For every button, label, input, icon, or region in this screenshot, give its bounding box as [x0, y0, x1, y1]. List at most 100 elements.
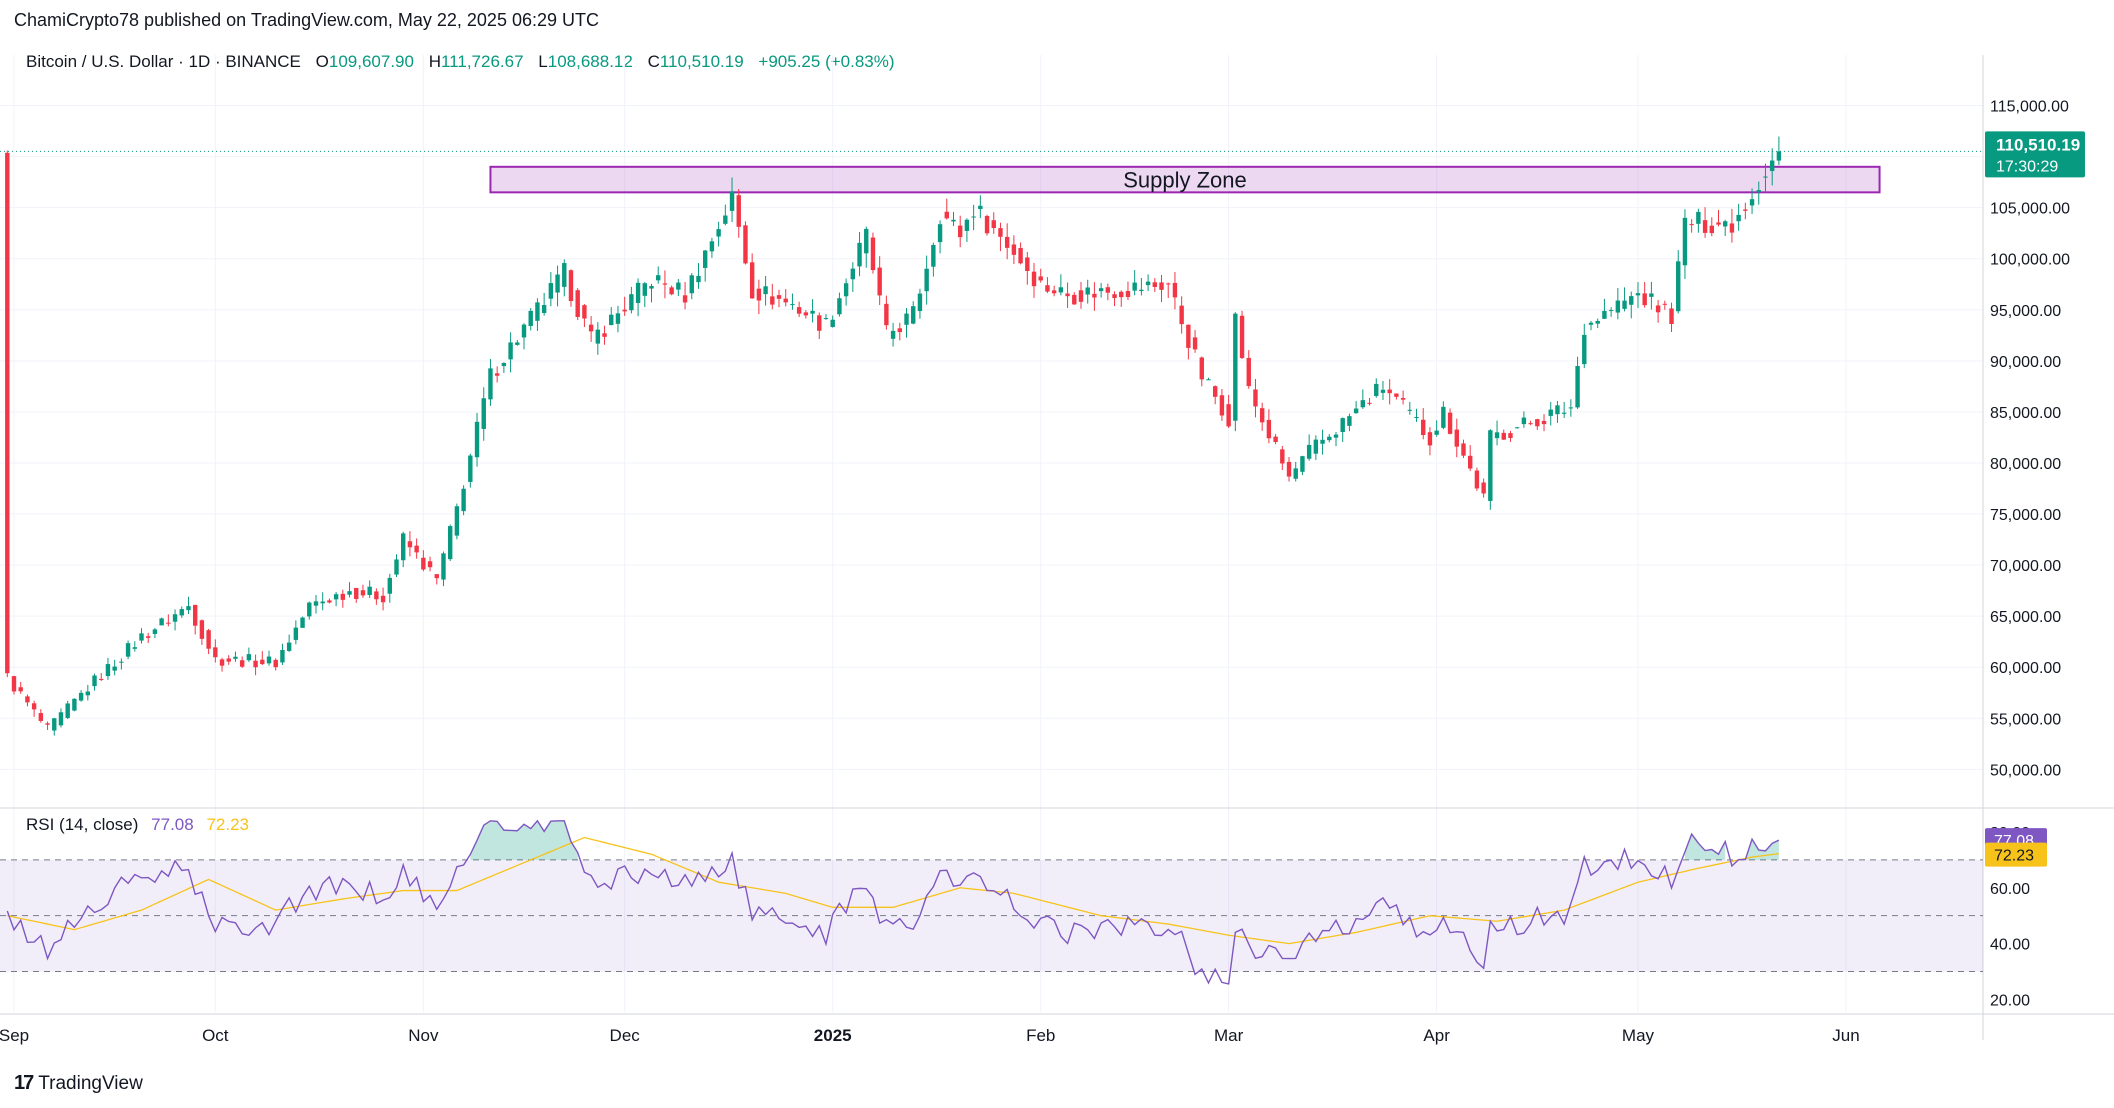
price-tick-label: 105,000.00 [1990, 201, 2070, 218]
candle-body [85, 691, 91, 696]
candle [1219, 389, 1225, 421]
last-price-value: 110,510.19 [1996, 135, 2080, 154]
candle-body [508, 342, 513, 360]
candle [105, 657, 111, 680]
candle [85, 684, 91, 701]
candle [917, 288, 923, 319]
candle-body [1474, 470, 1480, 489]
candle-body [904, 313, 909, 325]
candle [1682, 209, 1688, 279]
candle-body [924, 268, 929, 292]
candle [1105, 283, 1111, 301]
candle-body [548, 283, 554, 299]
candle [1568, 399, 1574, 417]
candle [468, 453, 473, 488]
tradingview-logo-icon: 17 [14, 1072, 34, 1094]
price-legend: Bitcoin / U.S. Dollar · 1D · BINANCE O10… [26, 52, 895, 72]
candle [1333, 431, 1339, 447]
candle [1474, 467, 1480, 491]
rsi-overbought-fill [1684, 834, 1726, 860]
candle-body [810, 310, 815, 314]
candle-body [488, 368, 493, 400]
candle-body [1582, 334, 1587, 365]
candle-body [78, 692, 84, 701]
price-tick-label: 85,000.00 [1990, 405, 2061, 422]
candle-body [1353, 408, 1359, 414]
candle-body [783, 298, 788, 303]
candle [1199, 356, 1204, 387]
symbol-label[interactable]: Bitcoin / U.S. Dollar · 1D · BINANCE [26, 52, 301, 71]
candle [1139, 277, 1144, 296]
candle [461, 485, 466, 516]
candle-body [1769, 160, 1775, 172]
candle [515, 339, 520, 346]
candle [1662, 300, 1668, 310]
candle-body [796, 307, 802, 314]
candle-body [427, 561, 433, 568]
candle [911, 301, 916, 325]
candle-body [300, 617, 305, 628]
candle [1608, 307, 1614, 317]
candle-body [1649, 293, 1654, 297]
candle-body [749, 262, 755, 299]
candle [588, 316, 594, 342]
candle [45, 721, 50, 730]
candle-body [1548, 409, 1553, 416]
candle [843, 278, 849, 306]
candle [749, 253, 755, 299]
price-tick-label: 95,000.00 [1990, 303, 2061, 320]
candle [763, 276, 768, 306]
candle [1266, 409, 1272, 444]
time-tick-label: Mar [1214, 1026, 1244, 1045]
candle [421, 550, 426, 572]
candle-body [146, 636, 151, 638]
candle [535, 298, 540, 331]
candle [1239, 310, 1245, 359]
price-tick-label: 70,000.00 [1990, 558, 2061, 575]
candle [582, 304, 587, 328]
rsi-title[interactable]: RSI (14, close) [26, 815, 139, 834]
candle [696, 263, 701, 289]
candle-body [253, 660, 258, 668]
candle [99, 673, 104, 682]
candle [1152, 278, 1158, 292]
candle [1501, 429, 1506, 440]
candle-body [1112, 294, 1117, 299]
candle-body [521, 324, 527, 338]
candle-body [575, 290, 580, 317]
candle-body [1293, 468, 1298, 479]
candle [830, 315, 835, 328]
candle [1025, 252, 1030, 285]
candle-body [1018, 247, 1023, 264]
candle-body [1736, 214, 1741, 222]
time-tick-label: Nov [408, 1026, 439, 1045]
rsi-ma-badge [1985, 842, 2047, 867]
rsi-line [6, 819, 1780, 985]
candle [702, 249, 708, 282]
candle [602, 325, 607, 345]
candle-body [1427, 432, 1433, 446]
time-tick-label: Jun [1832, 1026, 1859, 1045]
candle [508, 332, 513, 373]
candle [1427, 427, 1433, 456]
tradingview-brand[interactable]: 17 TradingView [14, 1072, 143, 1095]
candle-body [1561, 412, 1567, 414]
time-tick-label: Oct [202, 1026, 229, 1045]
candle-body [790, 304, 795, 306]
candle-body [588, 324, 594, 332]
candle [1582, 323, 1587, 369]
candle-body [635, 282, 641, 303]
candle [729, 177, 735, 223]
candle [1273, 434, 1278, 445]
candle-body [172, 614, 178, 622]
candle-body [1575, 365, 1580, 408]
candle-body [25, 696, 30, 703]
candle [736, 188, 741, 238]
candle [246, 647, 252, 662]
candle [1756, 181, 1761, 205]
candle-body [219, 659, 225, 666]
candle-body [823, 318, 829, 320]
supply-zone: Supply Zone [0, 150, 1983, 194]
candle-body [1595, 320, 1600, 324]
